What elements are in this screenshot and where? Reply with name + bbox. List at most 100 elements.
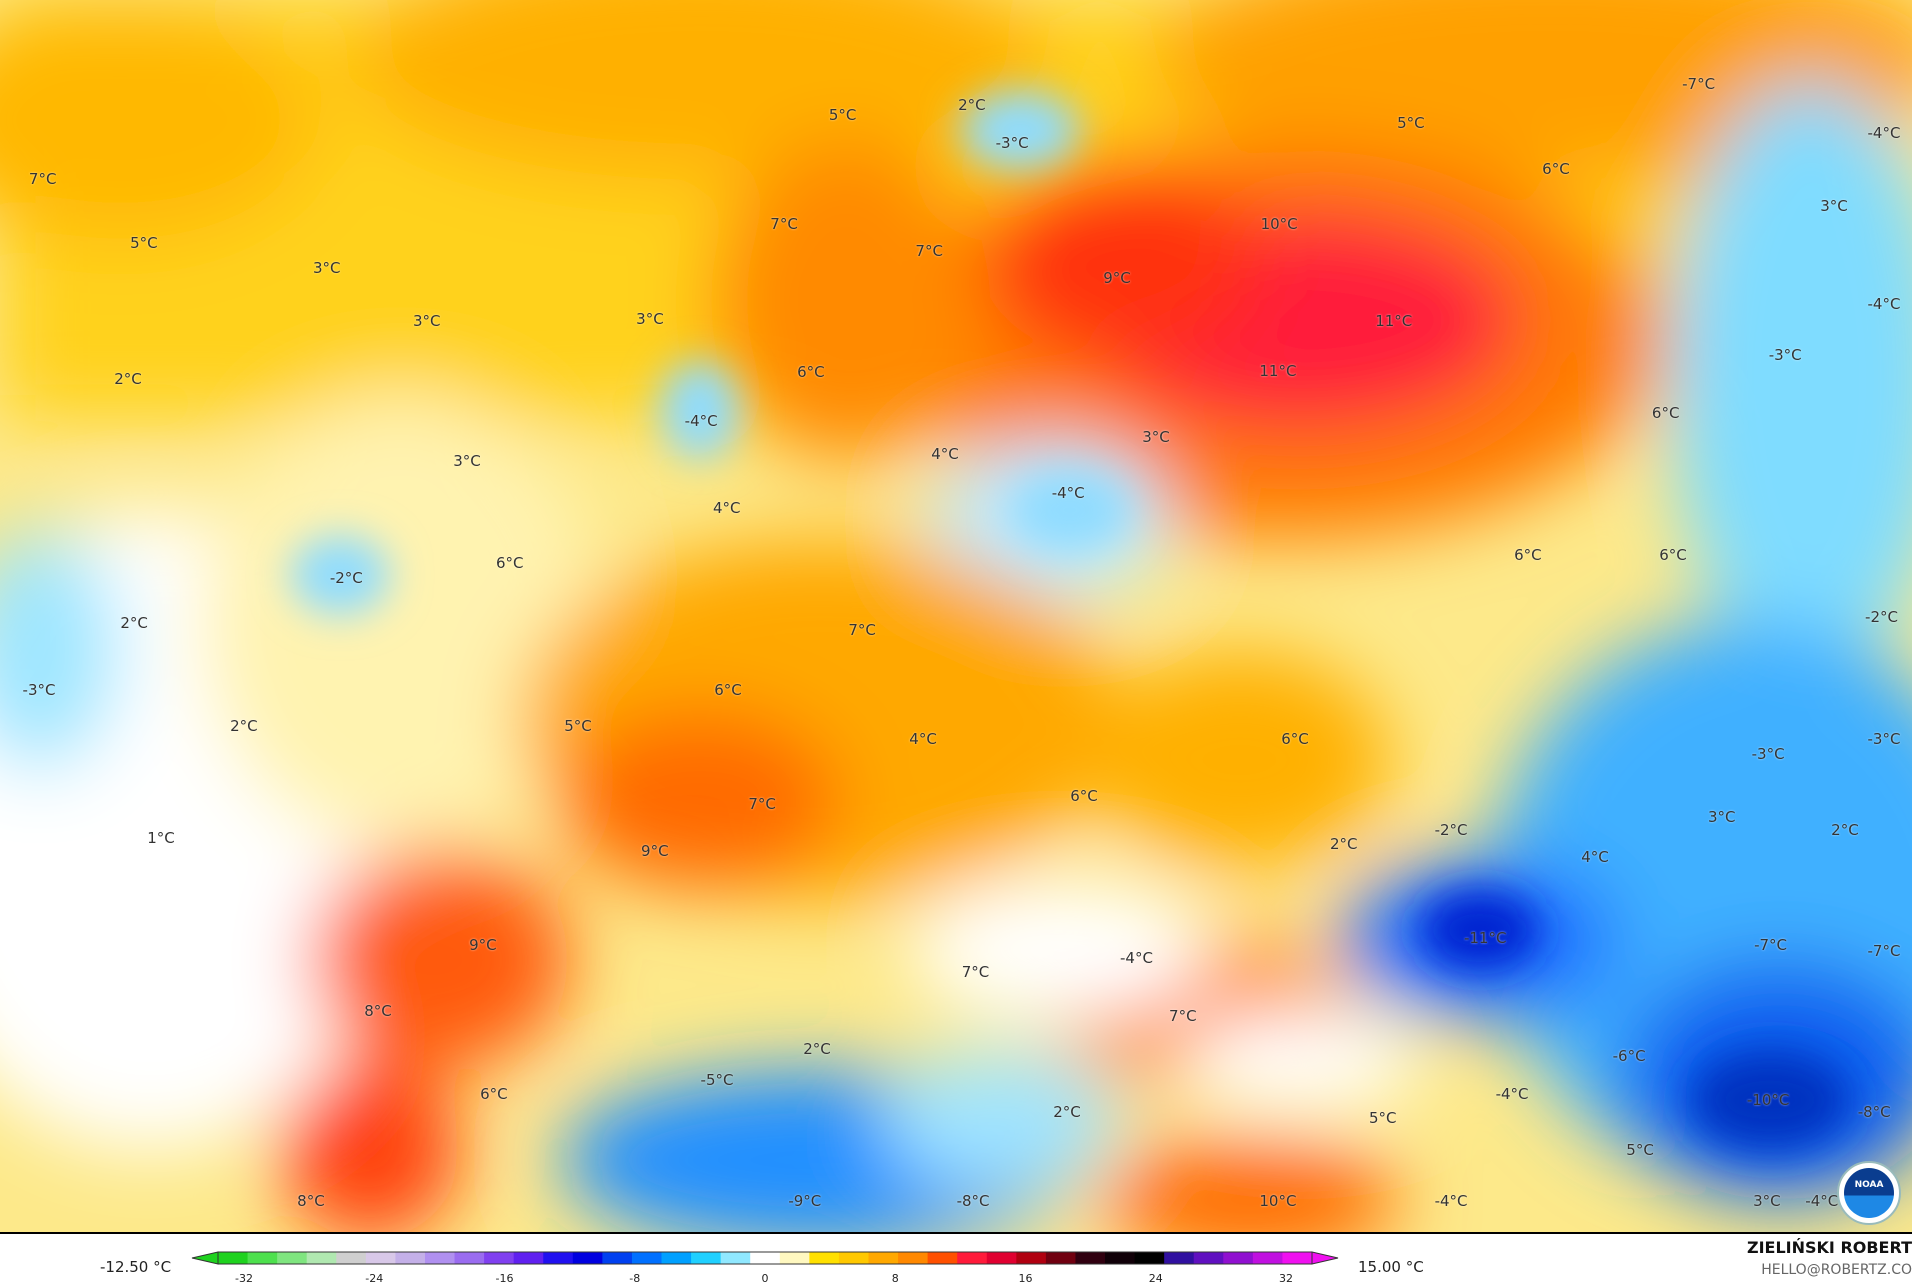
colorbar-segment [1016, 1252, 1047, 1264]
colorbar-segment [365, 1252, 396, 1264]
temperature-label: 5°C [1626, 1140, 1654, 1159]
temperature-label: -4°C [1867, 294, 1901, 313]
temperature-label: 4°C [909, 729, 937, 748]
temperature-label: -4°C [684, 411, 718, 430]
temperature-label: 10°C [1259, 1192, 1297, 1211]
temperature-label: -4°C [1867, 123, 1901, 142]
temperature-label: 8°C [364, 1001, 392, 1020]
temperature-label: 7°C [961, 962, 990, 981]
colorbar-tick-label: 24 [1148, 1272, 1163, 1285]
colorbar-segment [779, 1252, 810, 1264]
temperature-label: 2°C [120, 614, 148, 633]
temperature-label: 6°C [1070, 787, 1098, 806]
colorbar-segment [218, 1252, 249, 1264]
temperature-label: -3°C [22, 681, 56, 700]
temperature-label: 1°C [147, 828, 175, 847]
temperature-label: -7°C [1682, 75, 1716, 94]
temperature-label: 7°C [1169, 1006, 1197, 1025]
colorbar-segment [720, 1252, 751, 1264]
temperature-label: 6°C [1281, 729, 1309, 748]
colorbar-tick-label: -16 [495, 1272, 514, 1285]
temperature-anomaly-map: 7°C 5°C 3°C 3°C 2°C 3°C -2°C 6°C 2°C -3°C 2°C 1°C 5°… [0, 0, 1912, 1234]
colorbar-segment [986, 1252, 1017, 1264]
colorbar-segment [395, 1252, 426, 1264]
temperature-label: 2°C [230, 716, 258, 735]
colorbar-segment [513, 1252, 544, 1264]
temperature-label: 7°C [915, 242, 943, 261]
temperature-label: -8°C [1857, 1103, 1891, 1122]
colorbar-tick-label: 0 [761, 1272, 769, 1285]
legend-max-label: 15.00 °C [1358, 1258, 1424, 1276]
colorbar-segment [838, 1252, 869, 1264]
temperature-label: -5°C [700, 1071, 734, 1090]
temperature-label: 4°C [1581, 848, 1609, 867]
temperature-label: -3°C [1768, 345, 1802, 364]
temperature-label: 6°C [1514, 545, 1542, 564]
colorbar-segment [1164, 1252, 1195, 1264]
colorbar-segment [868, 1252, 899, 1264]
temperature-label: -4°C [1805, 1192, 1839, 1211]
author-name: ZIELIŃSKI ROBERT [1746, 1238, 1912, 1257]
temperature-label: 2°C [1053, 1103, 1081, 1122]
temperature-label: 6°C [1542, 160, 1570, 179]
colorbar-segment [1134, 1252, 1165, 1264]
colorbar-segment [809, 1252, 840, 1264]
temperature-label: -7°C [1867, 942, 1901, 961]
colorbar-segment [1193, 1252, 1224, 1264]
temperature-label: 5°C [1369, 1109, 1397, 1128]
colorbar-segment [602, 1252, 633, 1264]
temperature-label: 3°C [413, 311, 441, 330]
temperature-label: -4°C [1434, 1192, 1468, 1211]
colorbar-segment [543, 1252, 574, 1264]
temperature-label: 6°C [1651, 404, 1680, 423]
temperature-label: -4°C [1120, 949, 1153, 968]
temperature-label: 8°C [297, 1192, 325, 1211]
temperature-label: 2°C [803, 1039, 831, 1058]
temperature-label: 3°C [1753, 1192, 1781, 1211]
temperature-label: -9°C [788, 1192, 822, 1211]
color-legend: -12.50 °C -32 -24 -16 -8 0 8 16 24 32 15.00 °C Z… [0, 1234, 1912, 1287]
colorbar-segment [1282, 1252, 1313, 1264]
colorbar-min-arrow [191, 1251, 219, 1265]
colorbar-segment [572, 1252, 603, 1264]
temperature-label: 9°C [1103, 269, 1131, 288]
temperature-label: 4°C [712, 499, 741, 518]
temperature-label: 10°C [1260, 215, 1298, 234]
colorbar-segment [1045, 1252, 1076, 1264]
temperature-label: 7°C [770, 215, 798, 234]
temperature-label: 6°C [1659, 545, 1687, 564]
temperature-label: 2°C [1329, 834, 1358, 853]
colorbar-segment [336, 1252, 367, 1264]
colorbar-segment [898, 1252, 929, 1264]
colorbar-segment [750, 1252, 781, 1264]
temperature-label: 4°C [931, 444, 959, 463]
temperature-label: 6°C [797, 362, 825, 381]
colorbar-max-arrow [1311, 1251, 1339, 1265]
temperature-label: -2°C [1865, 608, 1898, 626]
temperature-label: 11°C [1375, 311, 1413, 330]
colorbar-segment [661, 1252, 692, 1264]
colorbar-segment [927, 1252, 958, 1264]
author-email: HELLO@ROBERTZ.CO [1761, 1262, 1912, 1278]
temperature-label: 7°C [748, 794, 776, 813]
map-shading [0, 0, 1912, 1232]
temperature-label: 3°C [453, 451, 481, 470]
colorbar-segment [957, 1252, 988, 1264]
colorbar-tick-label: -32 [235, 1272, 253, 1285]
colorbar [191, 1251, 1339, 1265]
temperature-label: 5°C [130, 233, 158, 252]
colorbar-segment [1223, 1252, 1254, 1264]
temperature-label: -4°C [1495, 1084, 1529, 1103]
temperature-label: -11°C [1463, 928, 1507, 947]
colorbar-segment [1105, 1252, 1136, 1264]
temperature-label: 9°C [469, 936, 497, 955]
colorbar-segment [691, 1252, 722, 1264]
temperature-label: 2°C [114, 370, 142, 389]
temperature-label: -3°C [1867, 729, 1901, 748]
temperature-label: 3°C [1820, 197, 1848, 216]
legend-min-label: -12.50 °C [100, 1258, 172, 1276]
temperature-label: -3°C [995, 133, 1029, 152]
temperature-label: -10°C [1746, 1090, 1790, 1109]
temperature-label: -4°C [1051, 483, 1085, 502]
colorbar-tick-label: 16 [1018, 1272, 1033, 1285]
